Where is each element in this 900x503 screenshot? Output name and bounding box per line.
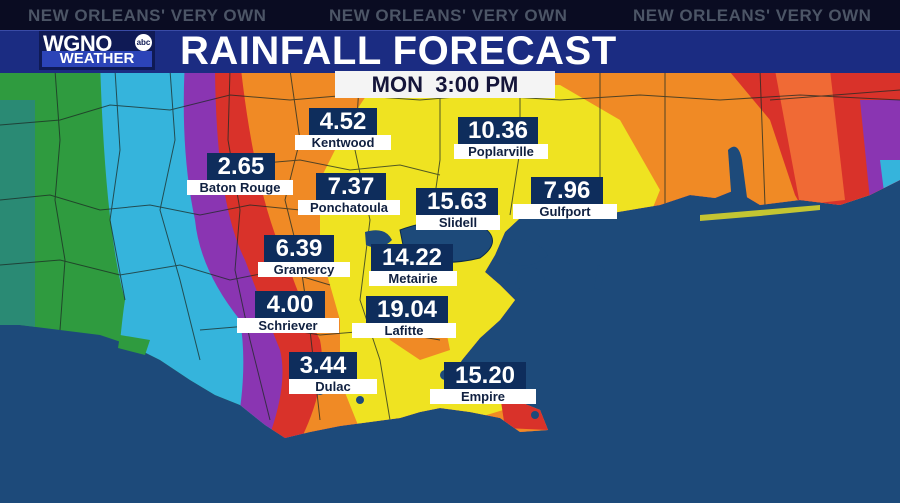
station-label: Gulfport (513, 204, 617, 219)
station-label: Kentwood (295, 135, 391, 150)
lake-maurepas (365, 230, 392, 248)
station-value: 3.44 (289, 352, 357, 379)
marsh-island (118, 335, 150, 355)
station-label: Metairie (369, 271, 457, 286)
station-label: Poplarville (454, 144, 548, 159)
station-label: Baton Rouge (187, 180, 293, 195)
station-label: Schriever (237, 318, 339, 333)
logo-subtitle: WEATHER (42, 51, 152, 67)
mobile-bay (728, 146, 748, 205)
forecast-timestamp: MON 3:00 PM (335, 71, 555, 98)
station-label: Empire (430, 389, 536, 404)
page-title: RAINFALL FORECAST (180, 29, 617, 73)
station-label: Dulac (289, 379, 377, 394)
station-value: 4.00 (255, 291, 325, 318)
tagline-center: NEW ORLEANS' VERY OWN (329, 6, 568, 25)
tagline-left: NEW ORLEANS' VERY OWN (28, 6, 267, 25)
station-value: 10.36 (458, 117, 538, 144)
station-label: Lafitte (352, 323, 456, 338)
tagline-bar: NEW ORLEANS' VERY OWN NEW ORLEANS' VERY … (0, 0, 900, 30)
station-value: 7.96 (531, 177, 603, 204)
station-value: 19.04 (366, 296, 448, 323)
station-value: 15.20 (444, 362, 526, 389)
station-value: 14.22 (371, 244, 453, 271)
station-value: 4.52 (309, 108, 377, 135)
station-logo: WGNO abc WEATHER (39, 31, 155, 70)
station-label: Gramercy (258, 262, 350, 277)
lake-borgne (505, 239, 548, 266)
station-value: 6.39 (264, 235, 334, 262)
station-label: Slidell (416, 215, 500, 230)
tagline-right: NEW ORLEANS' VERY OWN (633, 6, 872, 25)
station-value: 2.65 (207, 153, 275, 180)
abc-icon: abc (135, 34, 152, 51)
station-value: 15.63 (416, 188, 498, 215)
station-label: Ponchatoula (298, 200, 400, 215)
station-value: 7.37 (316, 173, 386, 200)
